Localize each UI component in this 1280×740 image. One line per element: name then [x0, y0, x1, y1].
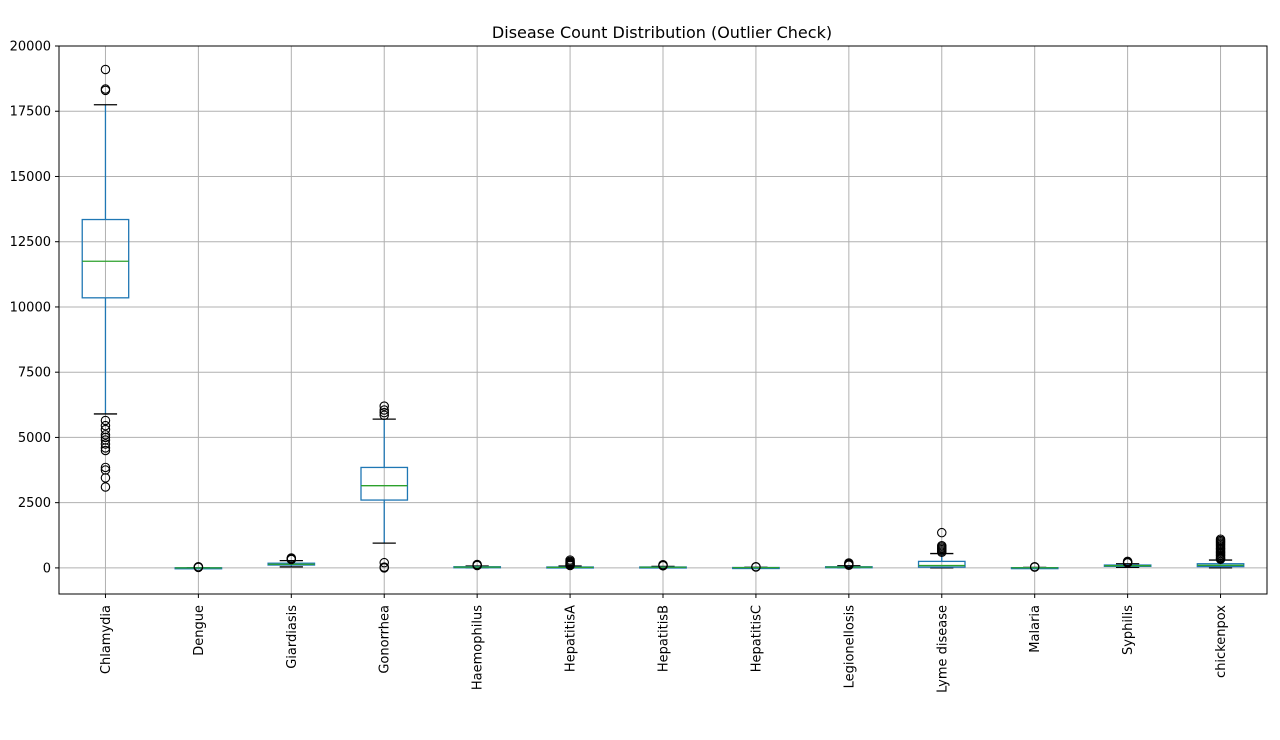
outlier-point	[844, 558, 854, 568]
x-tick-label: Lyme disease	[935, 605, 950, 693]
y-tick-label: 7500	[18, 366, 51, 381]
x-tick-label: Dengue	[192, 605, 207, 656]
iqr-box	[81, 218, 130, 299]
x-tick-label: HepatitisC	[749, 605, 764, 672]
outlier-point	[379, 562, 389, 572]
outlier-point	[379, 557, 389, 568]
grid	[59, 45, 1267, 594]
box-syphilis	[1103, 556, 1152, 569]
outlier-point	[100, 430, 111, 440]
outlier-point	[565, 555, 575, 565]
outlier-point	[100, 445, 111, 456]
box-malaria	[1010, 561, 1059, 572]
box-chlamydia	[81, 64, 130, 492]
outlier-point	[100, 432, 111, 443]
y-tick-label: 15000	[10, 170, 51, 185]
outlier-point	[658, 560, 668, 570]
outlier-point	[100, 420, 111, 431]
box-dengue	[174, 561, 223, 573]
box-haemophilus	[453, 559, 502, 571]
outlier-point	[751, 561, 761, 572]
x-tick-label: Legionellosis	[842, 605, 857, 689]
outlier-point	[379, 405, 389, 415]
outlier-point	[100, 482, 111, 492]
outlier-point	[100, 462, 111, 473]
outlier-point	[1215, 534, 1226, 544]
outlier-point	[100, 64, 111, 75]
box-legionellosis	[824, 558, 873, 571]
outlier-point	[100, 415, 111, 426]
box-hepatitisb	[639, 560, 687, 571]
iqr-box	[917, 560, 966, 568]
iqr-box	[360, 466, 409, 501]
box-lyme-disease	[917, 527, 966, 569]
outlier-point	[100, 443, 111, 453]
outlier-point	[100, 424, 111, 435]
axes: 0 2500 5000 7500 10000 12500 15000 17500 20000 Ch…	[10, 40, 1229, 693]
outlier-point	[379, 401, 389, 411]
chart-title: Disease Count Distribution (Outlier Chec…	[492, 23, 832, 42]
box-hepatitisa	[546, 555, 594, 571]
plot-frame	[58, 45, 1268, 595]
x-tick-label: Giardiasis	[285, 605, 300, 669]
box-giardiasis	[267, 553, 316, 568]
x-tick-label: HepatitisA	[564, 605, 579, 672]
outlier-point	[1029, 561, 1040, 572]
x-tick-label: Malaria	[1028, 605, 1043, 653]
y-tick-label: 17500	[10, 105, 51, 120]
x-tick-label: chickenpox	[1214, 605, 1229, 678]
outlier-point	[100, 84, 111, 94]
outlier-point	[379, 410, 389, 420]
y-tick-label: 10000	[10, 300, 51, 315]
outlier-point	[100, 473, 111, 483]
outlier-point	[286, 553, 297, 563]
outlier-point	[937, 527, 947, 538]
outlier-point	[100, 435, 111, 445]
x-tick-label: Gonorrhea	[378, 605, 393, 674]
x-tick-label: HepatitisB	[657, 605, 672, 672]
outlier-point	[937, 540, 947, 551]
x-tick-label: Syphilis	[1121, 605, 1136, 655]
outlier-point	[193, 561, 204, 572]
outlier-point	[379, 407, 389, 418]
x-tick-label: Chlamydia	[99, 605, 114, 674]
y-tick-label: 5000	[18, 431, 51, 446]
box-gonorrhea	[360, 401, 409, 573]
x-tick-label: Haemophilus	[471, 605, 486, 690]
outlier-point	[100, 465, 111, 475]
box-hepatitisc	[732, 561, 780, 572]
outlier-point	[472, 559, 482, 570]
y-tick-label: 2500	[18, 496, 51, 511]
outlier-point	[1122, 556, 1133, 567]
y-tick-label: 20000	[10, 40, 51, 55]
box-chickenpox	[1196, 534, 1245, 569]
y-tick-label: 12500	[10, 235, 51, 250]
outlier-point	[100, 439, 111, 449]
y-tick-label: 0	[43, 561, 51, 576]
boxes	[81, 64, 1245, 573]
